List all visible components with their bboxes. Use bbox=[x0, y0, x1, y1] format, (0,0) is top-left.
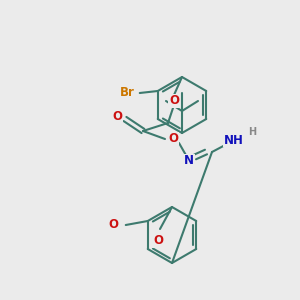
Text: O: O bbox=[153, 235, 163, 248]
Text: N: N bbox=[184, 154, 194, 167]
Text: NH: NH bbox=[224, 134, 244, 146]
Text: O: O bbox=[169, 94, 179, 107]
Text: O: O bbox=[112, 110, 122, 124]
Text: O: O bbox=[168, 133, 178, 146]
Text: O: O bbox=[109, 218, 119, 232]
Text: Br: Br bbox=[120, 86, 135, 100]
Text: H: H bbox=[248, 127, 256, 137]
